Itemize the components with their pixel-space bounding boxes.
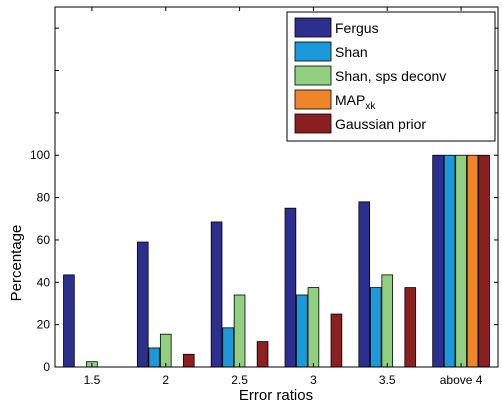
bar-fergus-1-5 <box>63 274 75 368</box>
bar-shan-2-5 <box>222 327 234 368</box>
y-tick-label: 60 <box>37 233 51 247</box>
ticks-layer: 1.5 2 2.5 3 3.5 above 4 0 20 40 60 80 100 <box>30 7 498 387</box>
bars-layer <box>63 154 490 368</box>
bar-shan-sps-deconv-above-4 <box>455 154 467 368</box>
bar-fergus-2 <box>136 241 149 368</box>
y-axis-title: Percentage <box>8 225 25 302</box>
bar-mapxk-above-4 <box>466 154 479 368</box>
legend-swatch-mapxk <box>294 89 332 110</box>
x-axis-title: Error ratios <box>239 387 313 404</box>
bar-shan-3-5 <box>369 287 382 368</box>
y-tick-label: 100 <box>30 148 50 162</box>
bar-shan-above-4 <box>443 154 456 368</box>
y-tick-label: 40 <box>37 275 51 289</box>
bar-shan-3 <box>296 294 308 368</box>
bar-gaussian-prior-above-4 <box>478 154 490 368</box>
bar-shan-2 <box>148 347 161 368</box>
bar-fergus-3 <box>284 207 297 368</box>
legend-label-fergus: Fergus <box>335 20 379 36</box>
x-tick-label: above 4 <box>440 373 483 387</box>
legend-label-shan: Shan <box>335 44 368 60</box>
legend-swatch-shan <box>294 41 332 62</box>
y-tick-label: 0 <box>43 360 50 374</box>
x-tick-label: 2 <box>162 373 169 387</box>
bar-shan-sps-deconv-3-5 <box>381 274 394 368</box>
legend-swatch-shan-sps-deconv <box>294 65 332 86</box>
x-tick-label: 3.5 <box>379 373 396 387</box>
y-tick-label: 80 <box>37 191 51 205</box>
bar-gaussian-prior-3 <box>330 313 343 368</box>
bar-gaussian-prior-3-5 <box>404 287 417 368</box>
bar-fergus-2-5 <box>210 221 223 368</box>
x-tick-label: 2.5 <box>231 373 248 387</box>
bar-fergus-3-5 <box>358 201 371 368</box>
legend-swatch-gaussian-prior <box>294 113 332 134</box>
bar-shan-sps-deconv-3 <box>307 287 320 368</box>
bar-fergus-above-4 <box>432 154 444 368</box>
legend-label-gaussian-prior: Gaussian prior <box>335 116 426 132</box>
x-tick-label: 1.5 <box>84 373 101 387</box>
legend-swatch-fergus <box>294 17 332 38</box>
y-tick-label: 20 <box>37 318 51 332</box>
plot-area-frame <box>54 6 499 368</box>
x-tick-label: 3 <box>310 373 317 387</box>
legend-label-shan-sps-deconv: Shan, sps deconv <box>335 68 446 84</box>
bar-gaussian-prior-2 <box>182 353 195 368</box>
bar-shan-sps-deconv-2-5 <box>233 294 246 368</box>
bar-shan-sps-deconv-2 <box>159 333 172 368</box>
bar-gaussian-prior-2-5 <box>256 341 269 368</box>
